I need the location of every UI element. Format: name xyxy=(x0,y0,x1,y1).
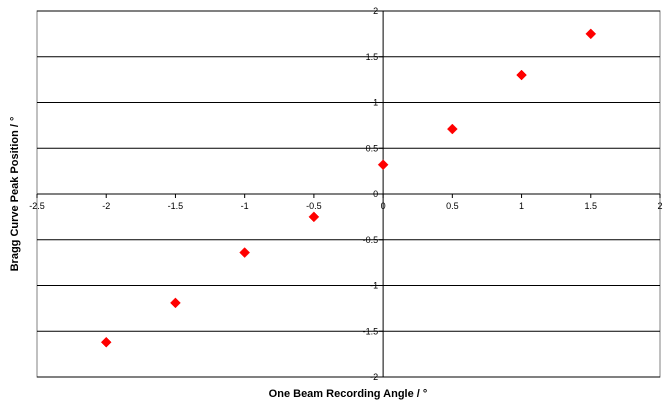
data-points xyxy=(100,28,597,348)
data-point-1 xyxy=(170,297,181,309)
data-point-2 xyxy=(239,247,251,258)
x-tick-label: -0.5 xyxy=(306,201,322,211)
x-tick-label: 1.5 xyxy=(585,201,598,211)
x-tick-label: 0 xyxy=(381,201,386,211)
x-tick-labels: -2.5 -2 -1.5 -1 -0.5 0 0.5 1 1.5 2 xyxy=(29,201,662,211)
x-tick-label: -1 xyxy=(241,201,249,211)
y-tick-labels: -2 -1.5 -1 -0.5 0 0.5 1 1.5 2 xyxy=(363,6,379,382)
x-tick-label: 0.5 xyxy=(446,201,459,211)
y-tick-label: -1.5 xyxy=(363,326,379,336)
y-tick-label: 1 xyxy=(373,98,378,108)
y-tick-label: 1.5 xyxy=(366,52,379,62)
data-point-3 xyxy=(308,211,320,223)
x-axis-title: One Beam Recording Angle / ° xyxy=(269,388,428,400)
y-tick-label: -2 xyxy=(370,372,378,382)
x-tick-label: -2.5 xyxy=(29,201,45,211)
axes xyxy=(36,10,661,378)
x-tick-label: -1.5 xyxy=(168,201,184,211)
y-axis-title: Bragg Curve Peak Position / ° xyxy=(9,117,21,272)
data-point-7 xyxy=(585,28,597,40)
y-tick-label: 2 xyxy=(373,6,378,16)
data-point-5 xyxy=(446,123,458,135)
data-point-4 xyxy=(377,159,389,171)
x-tick-label: -2 xyxy=(102,201,110,211)
y-tick-label: 0 xyxy=(373,189,378,199)
y-tick-label: 0.5 xyxy=(366,143,379,153)
data-point-6 xyxy=(516,69,527,81)
data-point-0 xyxy=(100,336,112,348)
x-tick-label: 2 xyxy=(657,201,662,211)
gridlines xyxy=(37,10,660,378)
y-tick-label: -0.5 xyxy=(363,235,379,245)
y-tick-label: -1 xyxy=(370,281,378,291)
x-tick-label: 1 xyxy=(519,201,524,211)
